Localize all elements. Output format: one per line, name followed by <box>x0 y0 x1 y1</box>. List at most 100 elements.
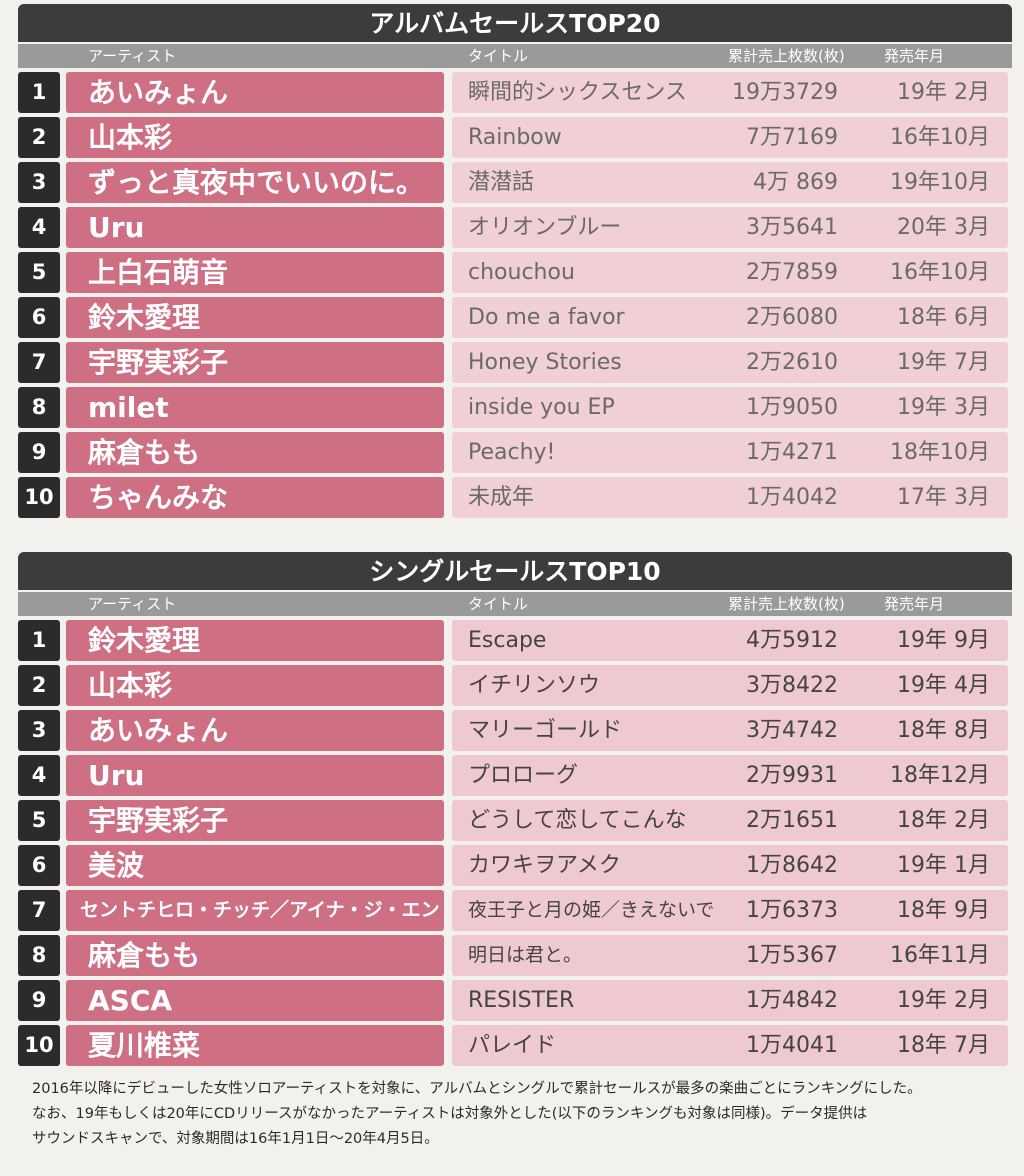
rank-badge: 5 <box>18 800 60 841</box>
row-info: 明日は君と。 1万5367 16年11月 <box>452 935 1008 976</box>
release-date: 16年11月 <box>890 943 990 968</box>
artist-name: 山本彩 <box>66 117 444 158</box>
rank-badge: 4 <box>18 755 60 796</box>
table-row: 2 山本彩 Rainbow 7万7169 16年10月 <box>18 117 1012 158</box>
footnote-line: 2016年以降にデビューした女性ソロアーティストを対象に、アルバムとシングルで累… <box>32 1081 922 1097</box>
release-date: 18年 7月 <box>897 1033 990 1058</box>
release-title: どうして恋してこんな <box>468 808 687 833</box>
rank-badge: 2 <box>18 117 60 158</box>
single-ranking-title: シングルセールスTOP10 <box>18 552 1012 590</box>
row-info: オリオンブルー 3万5641 20年 3月 <box>452 207 1008 248</box>
artist-name: 鈴木愛理 <box>66 297 444 338</box>
row-info: inside you EP 1万9050 19年 3月 <box>452 387 1008 428</box>
table-row: 10 ちゃんみな 未成年 1万4042 17年 3月 <box>18 477 1012 518</box>
row-info: 潜潜話 4万 869 19年10月 <box>452 162 1008 203</box>
sales-count: 1万4042 <box>746 485 838 510</box>
row-info: イチリンソウ 3万8422 19年 4月 <box>452 665 1008 706</box>
rank-badge: 7 <box>18 342 60 383</box>
row-info: Honey Stories 2万2610 19年 7月 <box>452 342 1008 383</box>
release-date: 16年10月 <box>890 125 990 150</box>
release-date: 18年 8月 <box>897 718 990 743</box>
release-date: 19年10月 <box>890 170 990 195</box>
rank-badge: 9 <box>18 432 60 473</box>
sales-count: 1万4041 <box>746 1033 838 1058</box>
release-title: 未成年 <box>468 485 535 510</box>
rank-badge: 7 <box>18 890 60 931</box>
header-artist: アーティスト <box>88 595 177 613</box>
table-row: 4 Uru オリオンブルー 3万5641 20年 3月 <box>18 207 1012 248</box>
footnote-line: なお、19年もしくは20年にCDリリースがなかったアーティストは対象外とした(以… <box>32 1106 868 1122</box>
rank-badge: 5 <box>18 252 60 293</box>
sales-count: 1万8642 <box>746 853 838 878</box>
header-sales: 累計売上枚数(枚) <box>728 47 845 65</box>
row-info: RESISTER 1万4842 19年 2月 <box>452 980 1008 1021</box>
row-info: Do me a favor 2万6080 18年 6月 <box>452 297 1008 338</box>
release-date: 18年 2月 <box>897 808 990 833</box>
release-title: Peachy! <box>468 440 556 465</box>
release-title: マリーゴールド <box>468 718 623 743</box>
artist-name: 美波 <box>66 845 444 886</box>
artist-name: 山本彩 <box>66 665 444 706</box>
artist-name: 鈴木愛理 <box>66 620 444 661</box>
header-artist: アーティスト <box>88 47 177 65</box>
release-title: RESISTER <box>468 988 575 1013</box>
release-date: 16年10月 <box>890 260 990 285</box>
release-date: 19年 9月 <box>897 628 990 653</box>
table-row: 1 あいみょん 瞬間的シックスセンス 19万3729 19年 2月 <box>18 72 1012 113</box>
row-info: カワキヲアメク 1万8642 19年 1月 <box>452 845 1008 886</box>
table-row: 10 夏川椎菜 パレイド 1万4041 18年 7月 <box>18 1025 1012 1066</box>
table-row: 7 セントチヒロ・チッチ／アイナ・ジ・エンド 夜王子と月の姫／きえないで 1万6… <box>18 890 1012 931</box>
release-date: 19年 4月 <box>897 673 990 698</box>
sales-count: 1万4842 <box>746 988 838 1013</box>
table-row: 8 麻倉もも 明日は君と。 1万5367 16年11月 <box>18 935 1012 976</box>
row-info: Rainbow 7万7169 16年10月 <box>452 117 1008 158</box>
release-title: プロローグ <box>468 763 579 788</box>
release-title: inside you EP <box>468 395 615 420</box>
table-row: 5 宇野実彩子 どうして恋してこんな 2万1651 18年 2月 <box>18 800 1012 841</box>
rank-badge: 8 <box>18 387 60 428</box>
row-info: 夜王子と月の姫／きえないで 1万6373 18年 9月 <box>452 890 1008 931</box>
single-column-header: アーティスト タイトル 累計売上枚数(枚) 発売年月 <box>18 592 1012 616</box>
sales-count: 2万6080 <box>746 305 838 330</box>
table-row: 6 鈴木愛理 Do me a favor 2万6080 18年 6月 <box>18 297 1012 338</box>
artist-name: milet <box>66 387 444 428</box>
release-title: 瞬間的シックスセンス <box>468 80 687 105</box>
rank-badge: 1 <box>18 620 60 661</box>
table-row: 3 ずっと真夜中でいいのに。 潜潜話 4万 869 19年10月 <box>18 162 1012 203</box>
artist-name: ちゃんみな <box>66 477 444 518</box>
album-ranking-section: アルバムセールスTOP20 アーティスト タイトル 累計売上枚数(枚) 発売年月… <box>18 4 1012 518</box>
sales-count: 2万9931 <box>746 763 838 788</box>
sales-count: 1万6373 <box>746 898 838 923</box>
release-title: オリオンブルー <box>468 215 622 240</box>
artist-name: Uru <box>66 207 444 248</box>
sales-count: 19万3729 <box>732 80 838 105</box>
table-row: 8 milet inside you EP 1万9050 19年 3月 <box>18 387 1012 428</box>
artist-name: あいみょん <box>66 72 444 113</box>
row-info: マリーゴールド 3万4742 18年 8月 <box>452 710 1008 751</box>
release-title: Rainbow <box>468 125 562 150</box>
footnote-line: サウンドスキャンで、対象期間は16年1月1日〜20年4月5日。 <box>32 1131 439 1147</box>
row-info: プロローグ 2万9931 18年12月 <box>452 755 1008 796</box>
release-date: 18年 9月 <box>897 898 990 923</box>
artist-name: セントチヒロ・チッチ／アイナ・ジ・エンド <box>66 890 444 931</box>
release-title: 夜王子と月の姫／きえないで <box>468 899 715 921</box>
rank-badge: 3 <box>18 710 60 751</box>
table-row: 5 上白石萌音 chouchou 2万7859 16年10月 <box>18 252 1012 293</box>
rank-badge: 2 <box>18 665 60 706</box>
release-date: 20年 3月 <box>897 215 990 240</box>
table-row: 9 麻倉もも Peachy! 1万4271 18年10月 <box>18 432 1012 473</box>
rank-badge: 9 <box>18 980 60 1021</box>
release-title: Honey Stories <box>468 350 622 375</box>
table-row: 7 宇野実彩子 Honey Stories 2万2610 19年 7月 <box>18 342 1012 383</box>
sales-count: 3万5641 <box>746 215 838 240</box>
artist-name: 麻倉もも <box>66 432 444 473</box>
artist-name: 上白石萌音 <box>66 252 444 293</box>
sales-count: 4万 869 <box>753 170 838 195</box>
table-row: 2 山本彩 イチリンソウ 3万8422 19年 4月 <box>18 665 1012 706</box>
release-title: 潜潜話 <box>468 170 535 195</box>
sales-count: 3万8422 <box>746 673 838 698</box>
release-title: イチリンソウ <box>468 673 601 698</box>
table-row: 9 ASCA RESISTER 1万4842 19年 2月 <box>18 980 1012 1021</box>
row-info: パレイド 1万4041 18年 7月 <box>452 1025 1008 1066</box>
single-ranking-section: シングルセールスTOP10 アーティスト タイトル 累計売上枚数(枚) 発売年月… <box>18 552 1012 1066</box>
